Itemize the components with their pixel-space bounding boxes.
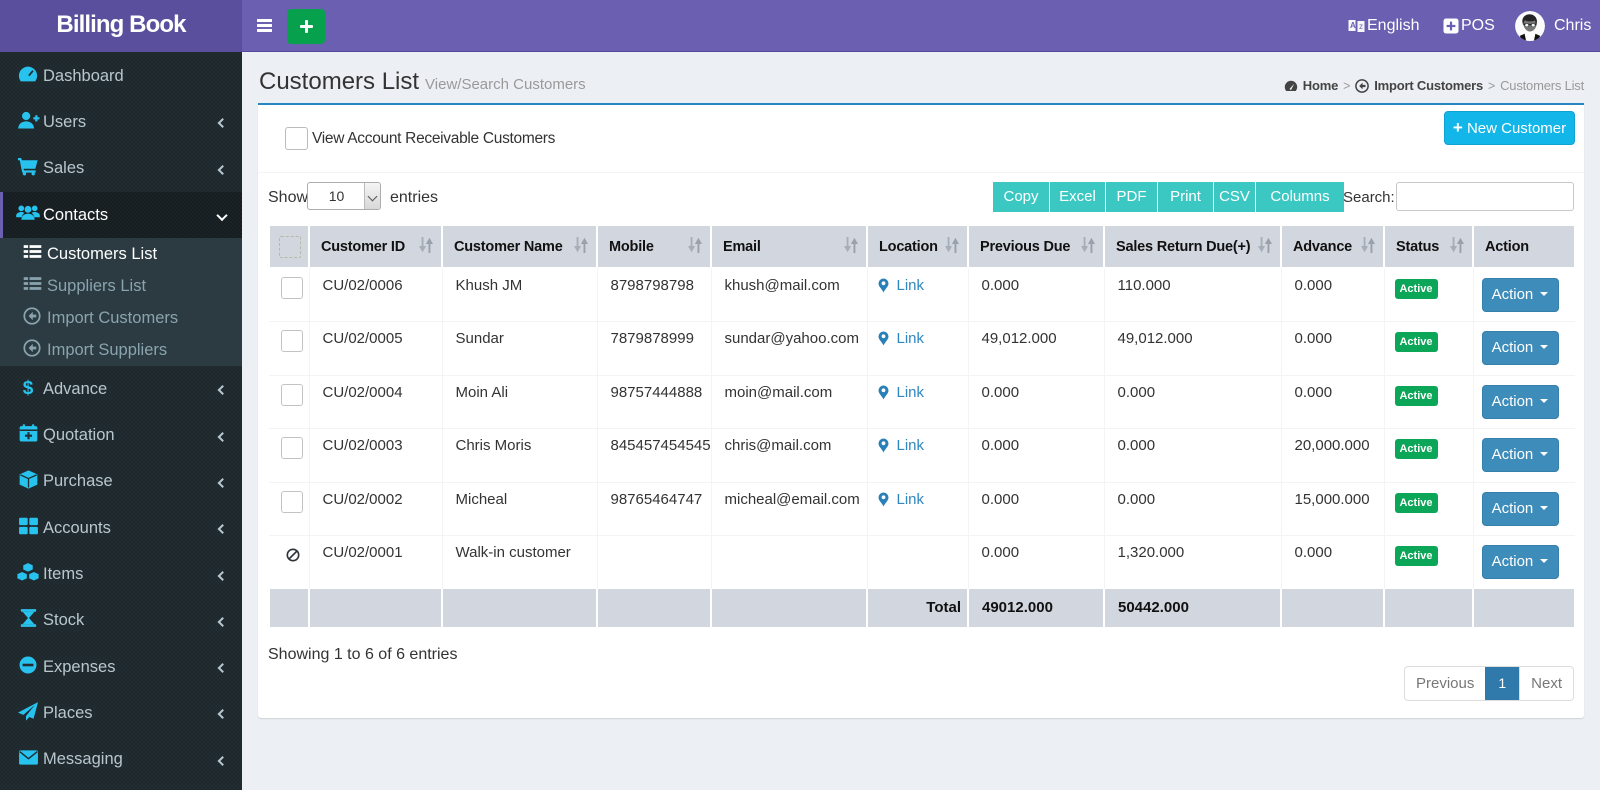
svg-text:z: z [1359, 22, 1363, 31]
svg-text:A: A [1350, 21, 1356, 30]
